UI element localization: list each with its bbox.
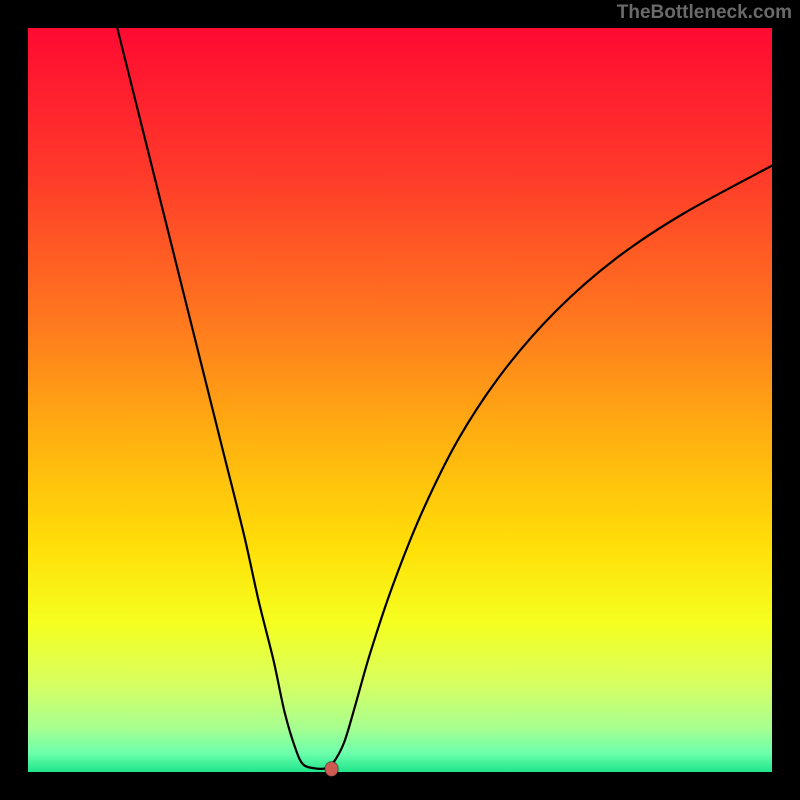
- bottleneck-chart: [0, 0, 800, 800]
- plot-background: [28, 28, 772, 772]
- watermark-text: TheBottleneck.com: [617, 2, 792, 24]
- optimal-point-marker: [325, 762, 338, 777]
